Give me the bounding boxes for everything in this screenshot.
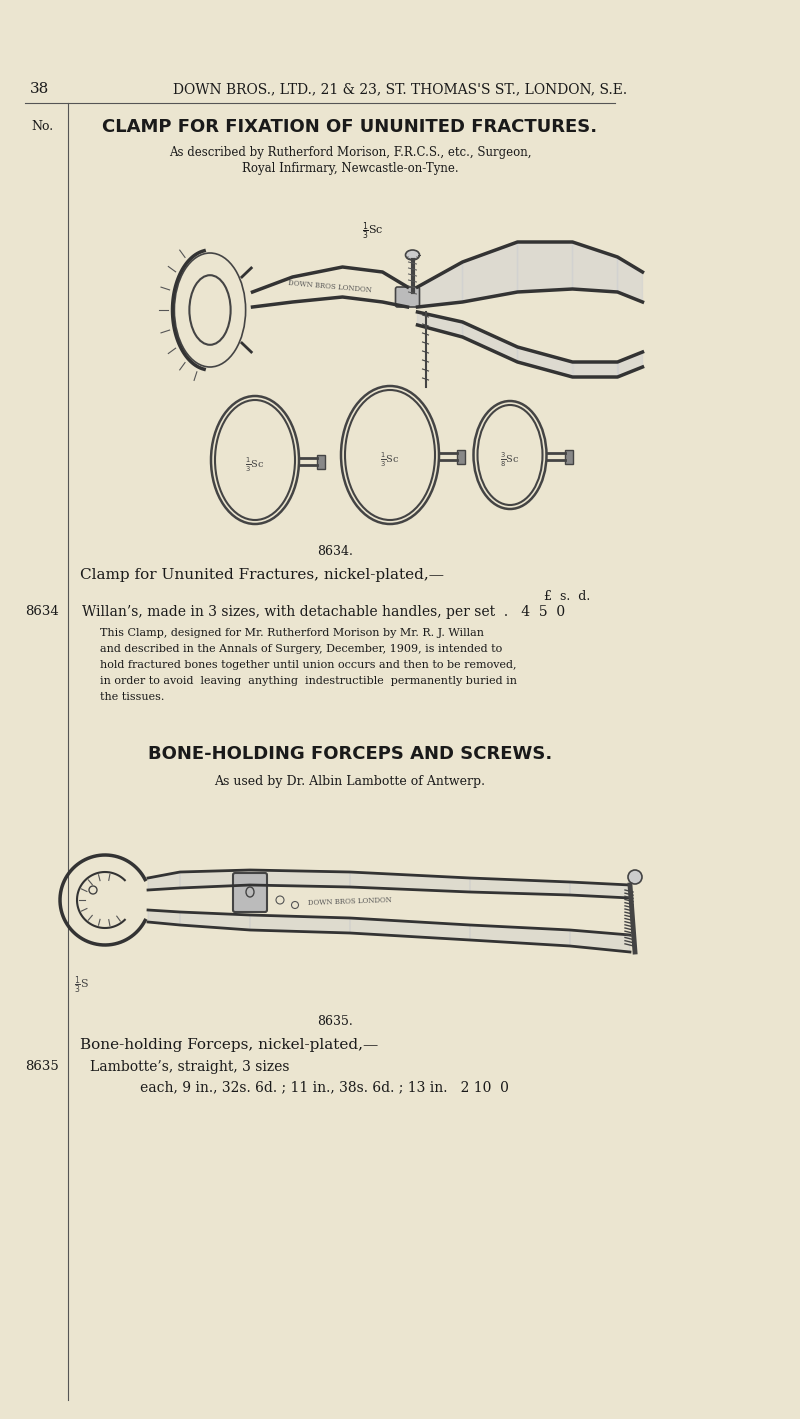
- Text: CLAMP FOR FIXATION OF UNUNITED FRACTURES.: CLAMP FOR FIXATION OF UNUNITED FRACTURES…: [102, 118, 598, 136]
- Text: the tissues.: the tissues.: [100, 692, 164, 702]
- Text: DOWN BROS., LTD., 21 & 23, ST. THOMAS'S ST., LONDON, S.E.: DOWN BROS., LTD., 21 & 23, ST. THOMAS'S …: [173, 82, 627, 96]
- Text: DOWN BROS LONDON: DOWN BROS LONDON: [288, 280, 372, 295]
- Polygon shape: [618, 257, 642, 302]
- Text: No.: No.: [31, 121, 53, 133]
- Text: 8634.: 8634.: [317, 545, 353, 558]
- Polygon shape: [180, 912, 250, 929]
- Text: DOWN BROS LONDON: DOWN BROS LONDON: [308, 897, 392, 908]
- Polygon shape: [573, 362, 618, 377]
- Text: and described in the Annals of Surgery, December, 1909, is intended to: and described in the Annals of Surgery, …: [100, 644, 502, 654]
- Polygon shape: [470, 878, 570, 895]
- Text: BONE-HOLDING FORCEPS AND SCREWS.: BONE-HOLDING FORCEPS AND SCREWS.: [148, 745, 552, 763]
- Polygon shape: [350, 873, 470, 893]
- Text: As used by Dr. Albin Lambotte of Antwerp.: As used by Dr. Albin Lambotte of Antwerp…: [214, 775, 486, 788]
- Text: Lambotte’s, straight, 3 sizes: Lambotte’s, straight, 3 sizes: [90, 1060, 290, 1074]
- Polygon shape: [418, 312, 462, 336]
- Text: 8635.: 8635.: [317, 1015, 353, 1027]
- Polygon shape: [148, 910, 180, 925]
- Text: $\frac{1}{3}$Sc: $\frac{1}{3}$Sc: [362, 220, 383, 243]
- Polygon shape: [573, 243, 618, 292]
- Polygon shape: [350, 918, 470, 939]
- Text: 8635: 8635: [25, 1060, 59, 1073]
- Polygon shape: [418, 263, 462, 307]
- Text: £  s.  d.: £ s. d.: [544, 590, 590, 603]
- Text: Clamp for Ununited Fractures, nickel-plated,—: Clamp for Ununited Fractures, nickel-pla…: [80, 568, 444, 582]
- Polygon shape: [148, 873, 180, 890]
- Polygon shape: [518, 243, 573, 292]
- Polygon shape: [518, 348, 573, 377]
- Polygon shape: [462, 243, 518, 302]
- Polygon shape: [180, 870, 250, 888]
- Text: Royal Infirmary, Newcastle-on-Tyne.: Royal Infirmary, Newcastle-on-Tyne.: [242, 162, 458, 175]
- Text: Bone-holding Forceps, nickel-plated,—: Bone-holding Forceps, nickel-plated,—: [80, 1039, 378, 1051]
- Polygon shape: [570, 929, 630, 952]
- Text: Willan’s, made in 3 sizes, with detachable handles, per set  .   4  5  0: Willan’s, made in 3 sizes, with detachab…: [82, 604, 565, 619]
- Text: As described by Rutherford Morison, F.R.C.S., etc., Surgeon,: As described by Rutherford Morison, F.R.…: [169, 146, 531, 159]
- Text: in order to avoid  leaving  anything  indestructible  permanently buried in: in order to avoid leaving anything indes…: [100, 675, 517, 685]
- Text: 38: 38: [30, 82, 50, 96]
- Polygon shape: [462, 322, 518, 362]
- FancyBboxPatch shape: [395, 287, 419, 307]
- Ellipse shape: [406, 250, 419, 260]
- Ellipse shape: [341, 386, 439, 524]
- Ellipse shape: [474, 402, 546, 509]
- FancyBboxPatch shape: [233, 873, 267, 912]
- Text: hold fractured bones together until union occurs and then to be removed,: hold fractured bones together until unio…: [100, 660, 517, 670]
- Ellipse shape: [628, 870, 642, 884]
- Polygon shape: [250, 870, 350, 887]
- Bar: [565, 450, 573, 464]
- Text: This Clamp, designed for Mr. Rutherford Morison by Mr. R. J. Willan: This Clamp, designed for Mr. Rutherford …: [100, 629, 484, 639]
- Bar: [457, 450, 465, 464]
- Polygon shape: [470, 925, 570, 946]
- Text: $\frac{1}{3}$Sc: $\frac{1}{3}$Sc: [246, 455, 265, 474]
- Ellipse shape: [211, 396, 299, 524]
- Polygon shape: [250, 915, 350, 934]
- Text: each, 9 in., 32s. 6d. ; 11 in., 38s. 6d. ; 13 in.   2 10  0: each, 9 in., 32s. 6d. ; 11 in., 38s. 6d.…: [140, 1080, 509, 1094]
- Text: $\frac{3}{8}$Sc: $\frac{3}{8}$Sc: [500, 451, 520, 470]
- Text: $\frac{1}{3}$S: $\frac{1}{3}$S: [74, 975, 90, 996]
- Text: 8634: 8634: [25, 604, 59, 619]
- Polygon shape: [570, 883, 630, 898]
- Bar: [317, 455, 325, 470]
- Polygon shape: [618, 352, 642, 377]
- Text: $\frac{1}{3}$Sc: $\frac{1}{3}$Sc: [380, 451, 400, 470]
